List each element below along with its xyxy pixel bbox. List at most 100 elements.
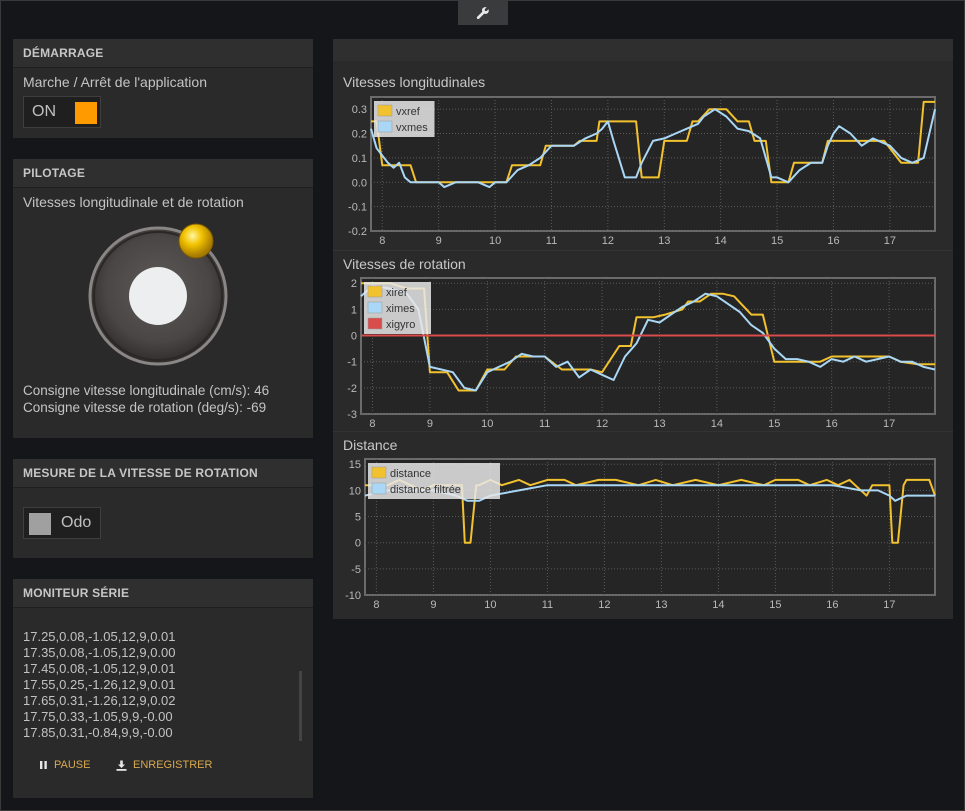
panel-title: MONITEUR SÉRIE	[13, 579, 313, 608]
legend-swatch	[367, 301, 383, 314]
toggle-label: ON	[32, 103, 56, 120]
x-tick-label: 13	[653, 418, 665, 430]
y-tick-label: 0.3	[352, 104, 367, 116]
x-tick-label: 16	[827, 235, 839, 247]
x-tick-label: 12	[596, 418, 608, 430]
legend-label: ximes	[386, 303, 415, 315]
y-tick-label: 10	[349, 485, 361, 497]
consigne-longitudinale: Consigne vitesse longitudinale (cm/s): 4…	[23, 383, 270, 398]
panel-mesure-rotation: MESURE DE LA VITESSE DE ROTATION Odo	[13, 459, 313, 558]
x-tick-label: 13	[655, 599, 667, 611]
x-tick-label: 13	[658, 235, 670, 247]
legend-swatch	[371, 466, 387, 479]
y-tick-label: -10	[345, 590, 361, 602]
x-tick-label: 12	[602, 235, 614, 247]
x-tick-label: 10	[484, 599, 496, 611]
series-line-xiref	[361, 282, 935, 392]
y-tick-label: 0	[351, 331, 357, 343]
x-tick-label: 14	[711, 418, 723, 430]
x-tick-label: 12	[598, 599, 610, 611]
serial-line: 17.45,0.08,-1.05,12,9,0.01	[23, 661, 176, 676]
pilotage-label: Vitesses longitudinale et de rotation	[23, 194, 244, 210]
x-tick-label: 15	[768, 418, 780, 430]
legend-swatch	[377, 120, 393, 133]
y-tick-label: -1	[347, 357, 357, 369]
x-tick-label: 8	[373, 599, 379, 611]
x-tick-label: 11	[539, 418, 550, 430]
x-tick-label: 8	[379, 235, 385, 247]
legend-label: vxref	[396, 106, 421, 118]
y-tick-label: -0.2	[348, 226, 367, 238]
y-tick-label: 1	[351, 304, 357, 316]
legend-swatch	[367, 317, 383, 330]
panel-demarrage: DÉMARRAGE Marche / Arrêt de l'applicatio…	[13, 39, 313, 138]
x-tick-label: 15	[769, 599, 781, 611]
x-tick-label: 11	[546, 235, 557, 247]
x-tick-label: 17	[883, 599, 895, 611]
x-tick-label: 16	[826, 599, 838, 611]
serial-line: 17.55,0.25,-1.26,12,9,0.01	[23, 677, 176, 692]
app-toggle-label: Marche / Arrêt de l'application	[23, 74, 207, 90]
serial-scrollbar[interactable]	[299, 671, 302, 741]
app-onoff-toggle[interactable]: ON	[23, 96, 101, 128]
x-tick-label: 17	[883, 418, 895, 430]
x-tick-label: 14	[715, 235, 727, 247]
joystick-center-knob[interactable]	[129, 267, 187, 325]
download-icon	[116, 760, 127, 771]
legend-label: distance filtrée	[390, 484, 461, 496]
joystick[interactable]	[83, 221, 233, 371]
chart-title: Vitesses de rotation	[343, 256, 466, 272]
chart-title: Vitesses longitudinales	[343, 74, 486, 90]
x-tick-label: 9	[430, 599, 436, 611]
panel-moniteur: MONITEUR SÉRIE 17.25,0.08,-1.05,12,9,0.0…	[13, 579, 313, 798]
save-label: ENREGISTRER	[133, 759, 213, 771]
serial-line: 17.75,0.33,-1.05,9,9,-0.00	[23, 709, 173, 724]
odo-toggle[interactable]: Odo	[23, 507, 101, 539]
y-tick-label: 0	[355, 538, 361, 550]
joystick-handle-ball[interactable]	[178, 223, 214, 259]
pause-label: PAUSE	[54, 759, 91, 771]
serial-line: 17.25,0.08,-1.05,12,9,0.01	[23, 629, 176, 644]
y-tick-label: 15	[349, 459, 361, 471]
y-tick-label: -3	[347, 409, 357, 421]
panel-title: MESURE DE LA VITESSE DE ROTATION	[13, 459, 313, 488]
serial-line: 17.65,0.31,-1.26,12,9,0.02	[23, 693, 176, 708]
legend-label: distance	[390, 468, 431, 480]
y-tick-label: 5	[355, 512, 361, 524]
toggle-label: Odo	[61, 514, 92, 531]
x-tick-label: 17	[884, 235, 896, 247]
toggle-knob	[29, 513, 51, 535]
y-tick-label: -0.1	[348, 202, 367, 214]
save-button[interactable]: ENREGISTRER	[116, 759, 212, 771]
legend-label: vxmes	[396, 122, 428, 134]
x-tick-label: 10	[481, 418, 493, 430]
x-tick-label: 16	[826, 418, 838, 430]
series-line-ximes	[360, 284, 936, 392]
x-tick-label: 11	[542, 599, 553, 611]
charts-panel-header	[333, 39, 953, 61]
y-tick-label: 2	[351, 278, 357, 290]
series-line-vxmes	[370, 108, 936, 189]
consigne-rotation: Consigne vitesse de rotation (deg/s): -6…	[23, 400, 267, 415]
x-tick-label: 9	[436, 235, 442, 247]
x-tick-label: 14	[712, 599, 724, 611]
chart-distance: -10 -5 0 5 10 15 8 9 10 11 12 13 14 15 16 17 distance dis…	[345, 458, 936, 611]
y-tick-label: -2	[347, 383, 357, 395]
serial-line: 17.35,0.08,-1.05,12,9,0.00	[23, 645, 176, 660]
toggle-knob	[75, 102, 97, 124]
x-tick-label: 15	[771, 235, 783, 247]
legend-swatch	[371, 482, 387, 495]
y-tick-label: 0.1	[352, 153, 367, 165]
chart-section-vx: Vitesses longitudinales -0.2 -0.1 0.0 0.1 0.…	[333, 61, 953, 250]
settings-button[interactable]	[458, 1, 508, 25]
x-tick-label: 10	[489, 235, 501, 247]
panel-title: DÉMARRAGE	[13, 39, 313, 68]
charts-panel: Vitesses longitudinales -0.2 -0.1 0.0 0.1 0.…	[333, 39, 953, 619]
chart-title: Distance	[343, 437, 398, 453]
x-tick-label: 9	[427, 418, 433, 430]
y-tick-label: 0.0	[352, 177, 367, 189]
pause-button[interactable]: PAUSE	[39, 759, 90, 771]
panel-pilotage: PILOTAGE Vitesses longitudinale et de ro…	[13, 159, 313, 438]
serial-line: 17.85,0.31,-0.84,9,9,-0.00	[23, 725, 173, 740]
